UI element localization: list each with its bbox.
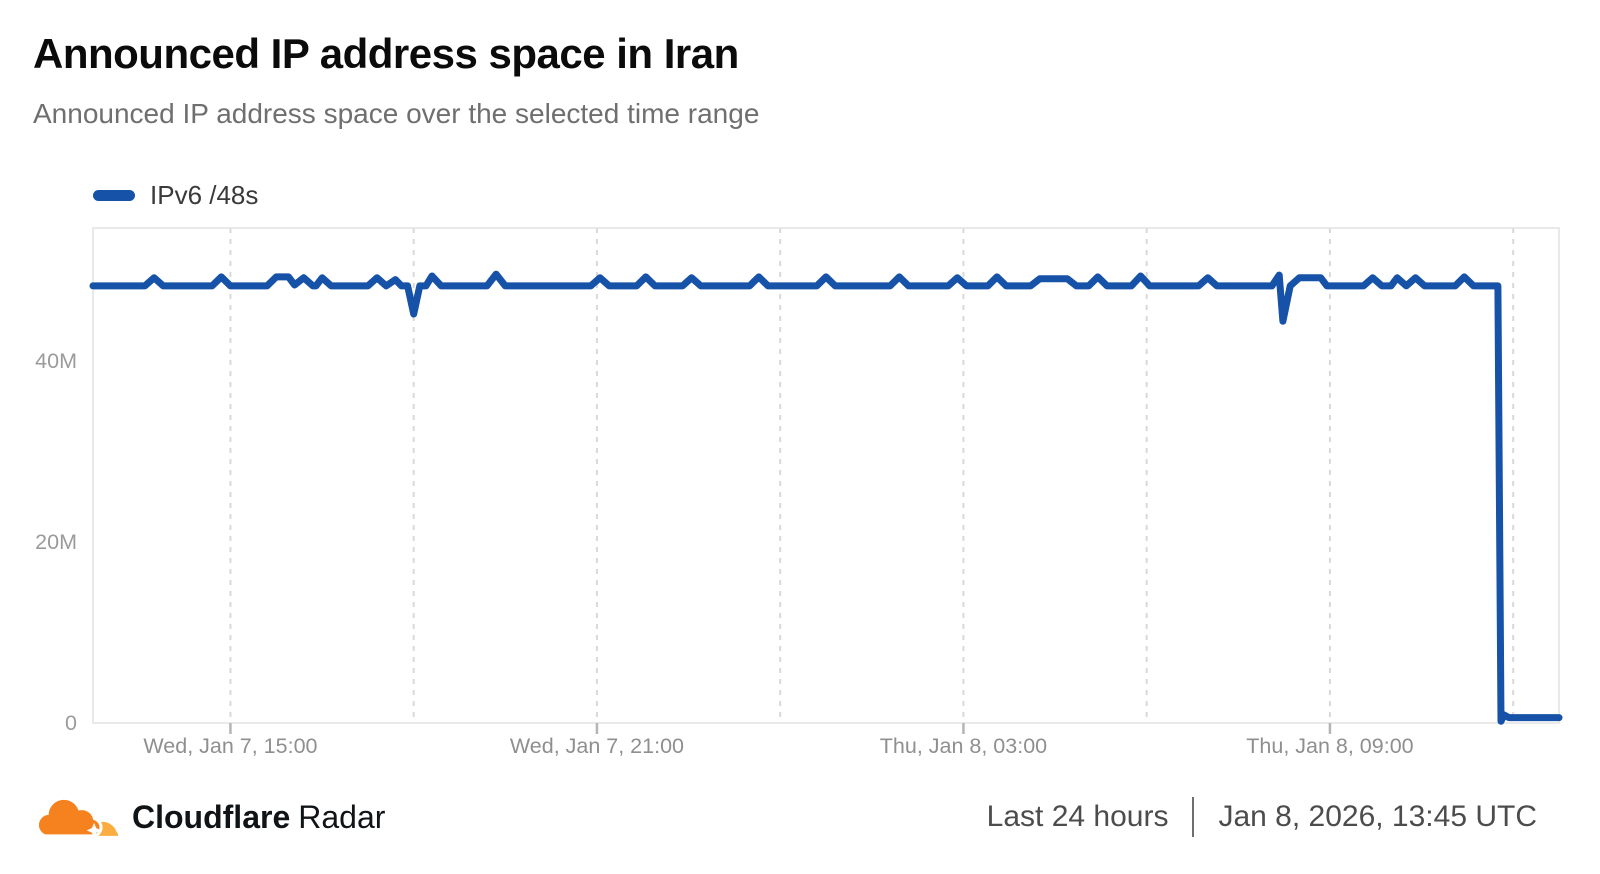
y-axis-label: 40M	[35, 349, 77, 373]
time-range-label: Last 24 hours	[986, 800, 1169, 833]
brand-cloudflare: Cloudflare	[132, 798, 291, 835]
chart-header: Announced IP address space in Iran Annou…	[33, 30, 759, 130]
sparkle-icon	[86, 823, 102, 838]
series-line-ipv6-48s[interactable]	[89, 270, 1563, 725]
page-title: Announced IP address space in Iran	[33, 30, 739, 77]
plot-border	[92, 227, 1560, 724]
separator-bar	[1192, 797, 1195, 837]
brand-wordmark: Cloudflare Radar	[132, 799, 385, 836]
y-axis-label: 0	[65, 711, 77, 735]
cloudflare-radar-brand: Cloudflare Radar	[33, 788, 385, 846]
footer-meta: Last 24 hours Jan 8, 2026, 13:45 UTC	[987, 797, 1537, 837]
legend-line-swatch	[93, 190, 135, 201]
timestamp-label: Jan 8, 2026, 13:45 UTC	[1218, 800, 1537, 833]
x-axis-label: Wed, Jan 7, 21:00	[510, 734, 684, 758]
x-axis-label: Wed, Jan 7, 15:00	[143, 734, 317, 758]
brand-radar: Radar	[298, 798, 386, 835]
x-axis-label: Thu, Jan 8, 09:00	[1246, 734, 1413, 758]
plot-area[interactable]	[93, 228, 1559, 723]
y-axis-label: 20M	[35, 530, 77, 554]
legend-item-ipv6-48s[interactable]: IPv6 /48s	[150, 180, 259, 210]
footer: Cloudflare Radar Last 24 hours Jan 8, 202…	[33, 786, 1537, 848]
page-subtitle: Announced IP address space over the sele…	[33, 98, 760, 129]
legend: IPv6 /48s	[93, 180, 258, 211]
cloudflare-logo-icon	[35, 796, 119, 838]
x-axis-label: Thu, Jan 8, 03:00	[880, 734, 1047, 758]
